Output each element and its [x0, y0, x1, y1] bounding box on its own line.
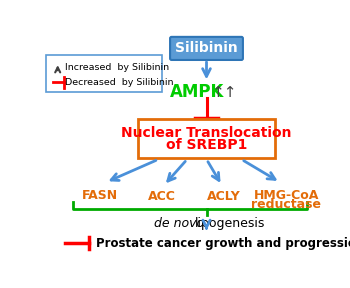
Text: Decreased  by Silibinin: Decreased by Silibinin	[65, 78, 174, 87]
Text: of SREBP1: of SREBP1	[166, 139, 247, 152]
FancyBboxPatch shape	[170, 37, 243, 60]
Text: Prostate cancer growth and progression: Prostate cancer growth and progression	[97, 237, 350, 250]
FancyBboxPatch shape	[46, 55, 162, 92]
Text: Nuclear Translocation: Nuclear Translocation	[121, 126, 292, 140]
Text: de novo: de novo	[154, 217, 204, 230]
FancyBboxPatch shape	[138, 119, 275, 158]
Text: reductase: reductase	[251, 198, 321, 211]
Text: HMG-CoA: HMG-CoA	[254, 189, 319, 202]
Text: Increased  by Silibinin: Increased by Silibinin	[65, 63, 169, 72]
Text: ↑↑: ↑↑	[212, 85, 238, 100]
Text: Silibinin: Silibinin	[175, 41, 238, 55]
Text: ACLY: ACLY	[206, 190, 240, 203]
Text: FASN: FASN	[82, 189, 118, 202]
Text: AMPK: AMPK	[170, 83, 224, 101]
Text: lipogenesis: lipogenesis	[195, 217, 265, 230]
Text: ACC: ACC	[148, 190, 175, 203]
